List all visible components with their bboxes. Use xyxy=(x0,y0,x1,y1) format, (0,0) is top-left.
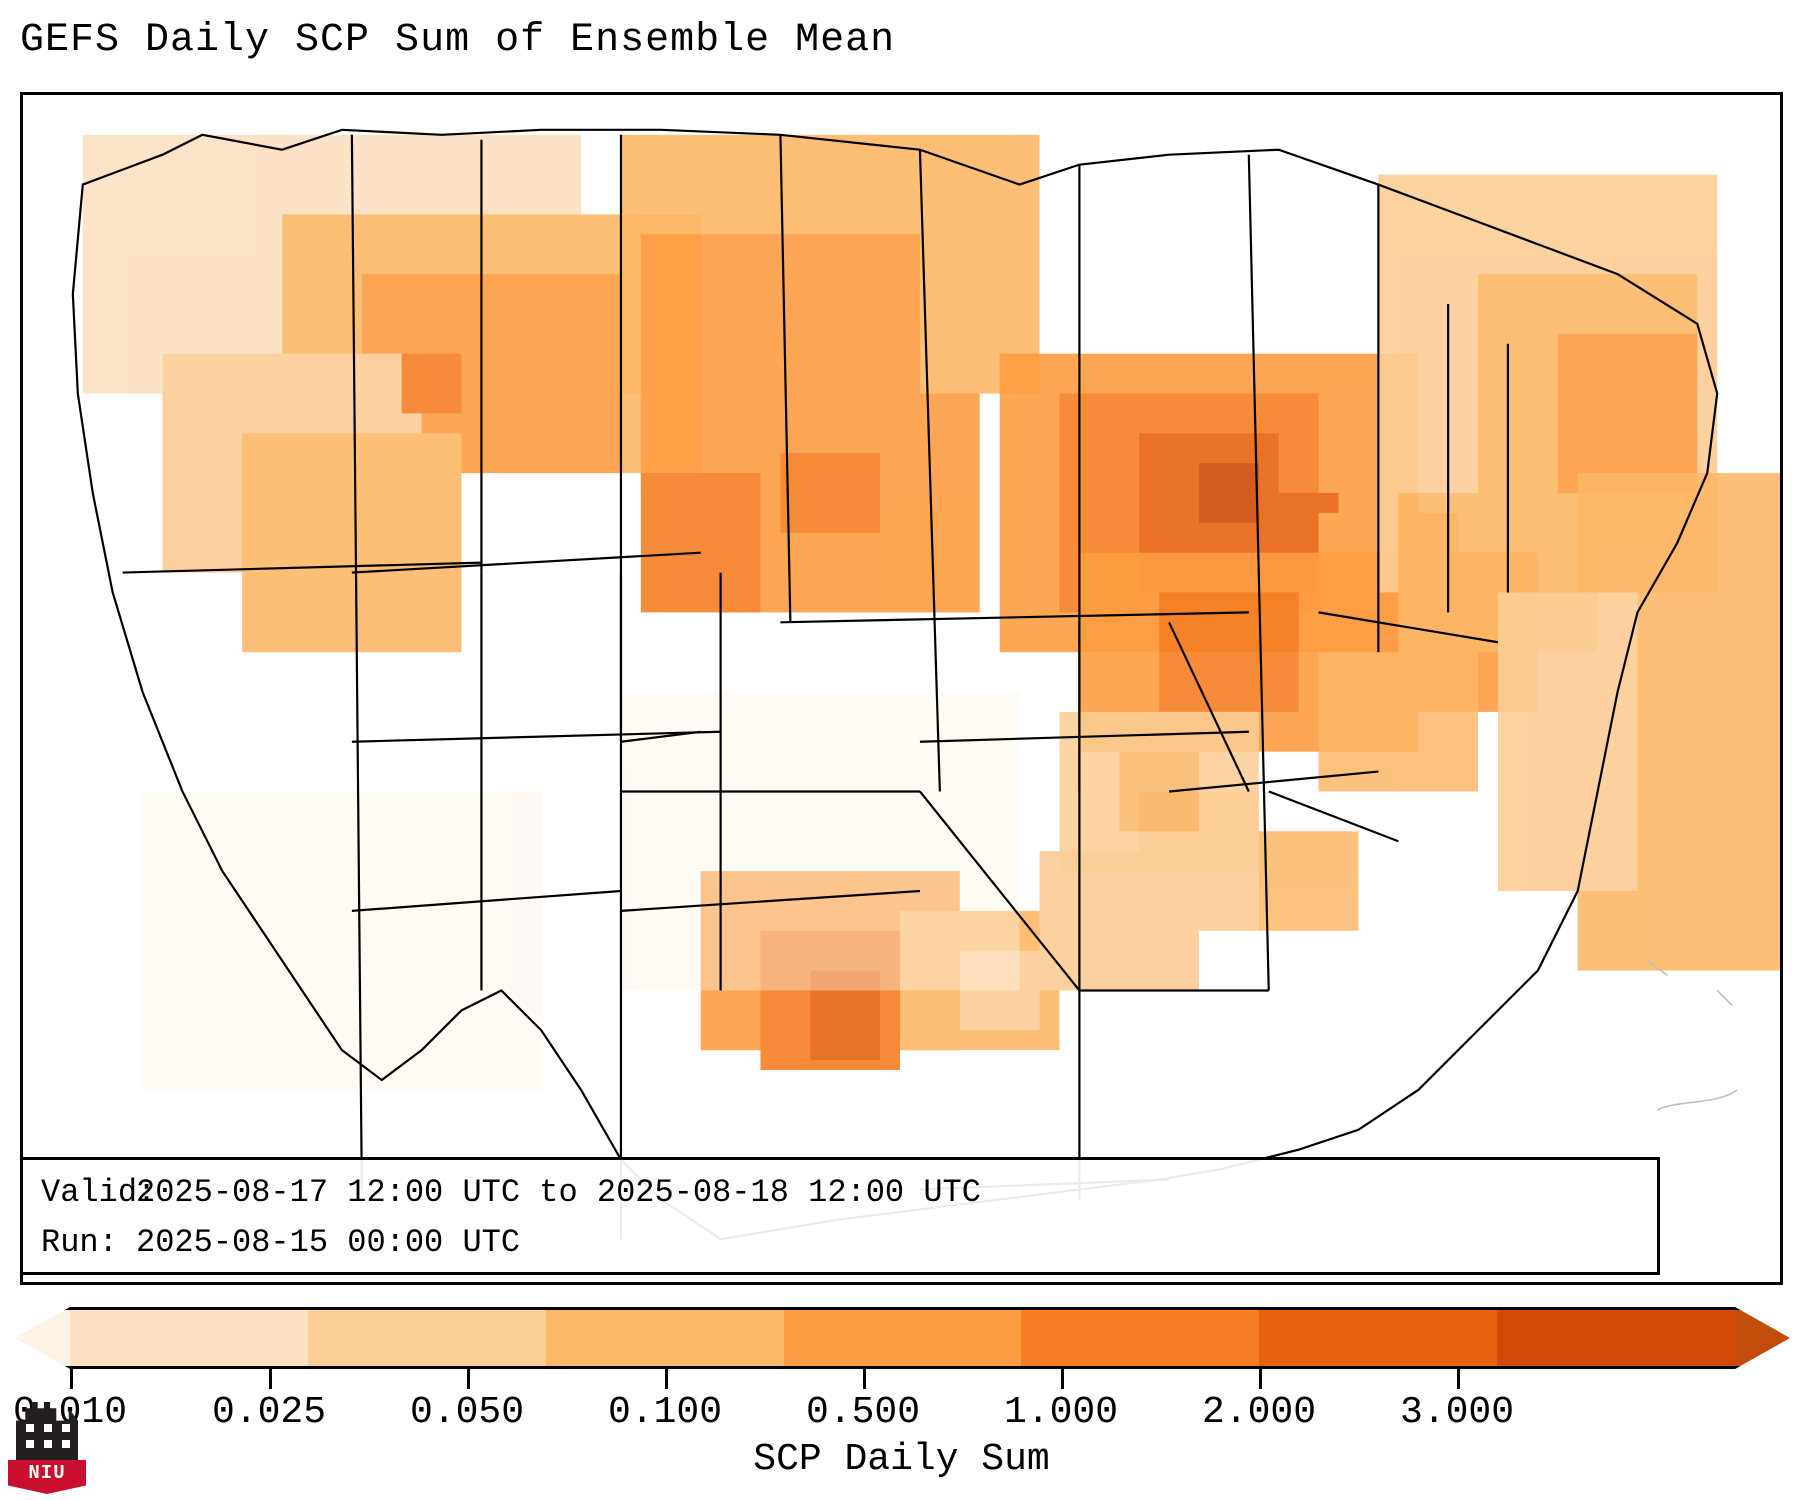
niu-logo: NIU xyxy=(8,1402,86,1494)
valid-value: 2025-08-17 12:00 UTC to 2025-08-18 12:00… xyxy=(136,1168,981,1218)
colorbar[interactable]: 0.010 0.025 0.050 0.100 0.500 1.000 2.00… xyxy=(15,1307,1790,1369)
colorbar-arrow-low xyxy=(15,1307,70,1369)
colorbar-segment-3 xyxy=(546,1310,784,1366)
valid-label: Valid: xyxy=(41,1168,136,1218)
page-title: GEFS Daily SCP Sum of Ensemble Mean xyxy=(20,18,895,63)
run-value: 2025-08-15 00:00 UTC xyxy=(136,1218,520,1268)
run-label: Run: xyxy=(41,1218,136,1268)
colorbar-segment-1 xyxy=(70,1310,308,1366)
colorbar-ticks xyxy=(15,1369,1790,1389)
colorbar-gradient xyxy=(70,1307,1735,1369)
colorbar-segment-2 xyxy=(308,1310,546,1366)
colorbar-axis-label: SCP Daily Sum xyxy=(0,1438,1803,1481)
colorbar-segment-4 xyxy=(784,1310,1022,1366)
colorbar-segment-5 xyxy=(1021,1310,1259,1366)
niu-tower-icon xyxy=(16,1402,78,1464)
niu-banner-label: NIU xyxy=(8,1460,86,1494)
us-state-borders xyxy=(23,95,1780,1282)
colorbar-segment-7 xyxy=(1497,1310,1735,1366)
colorbar-arrow-high xyxy=(1735,1307,1790,1369)
valid-run-legend: Valid: 2025-08-17 12:00 UTC to 2025-08-1… xyxy=(20,1157,1660,1275)
map-container xyxy=(20,92,1783,1285)
colorbar-segment-6 xyxy=(1259,1310,1497,1366)
